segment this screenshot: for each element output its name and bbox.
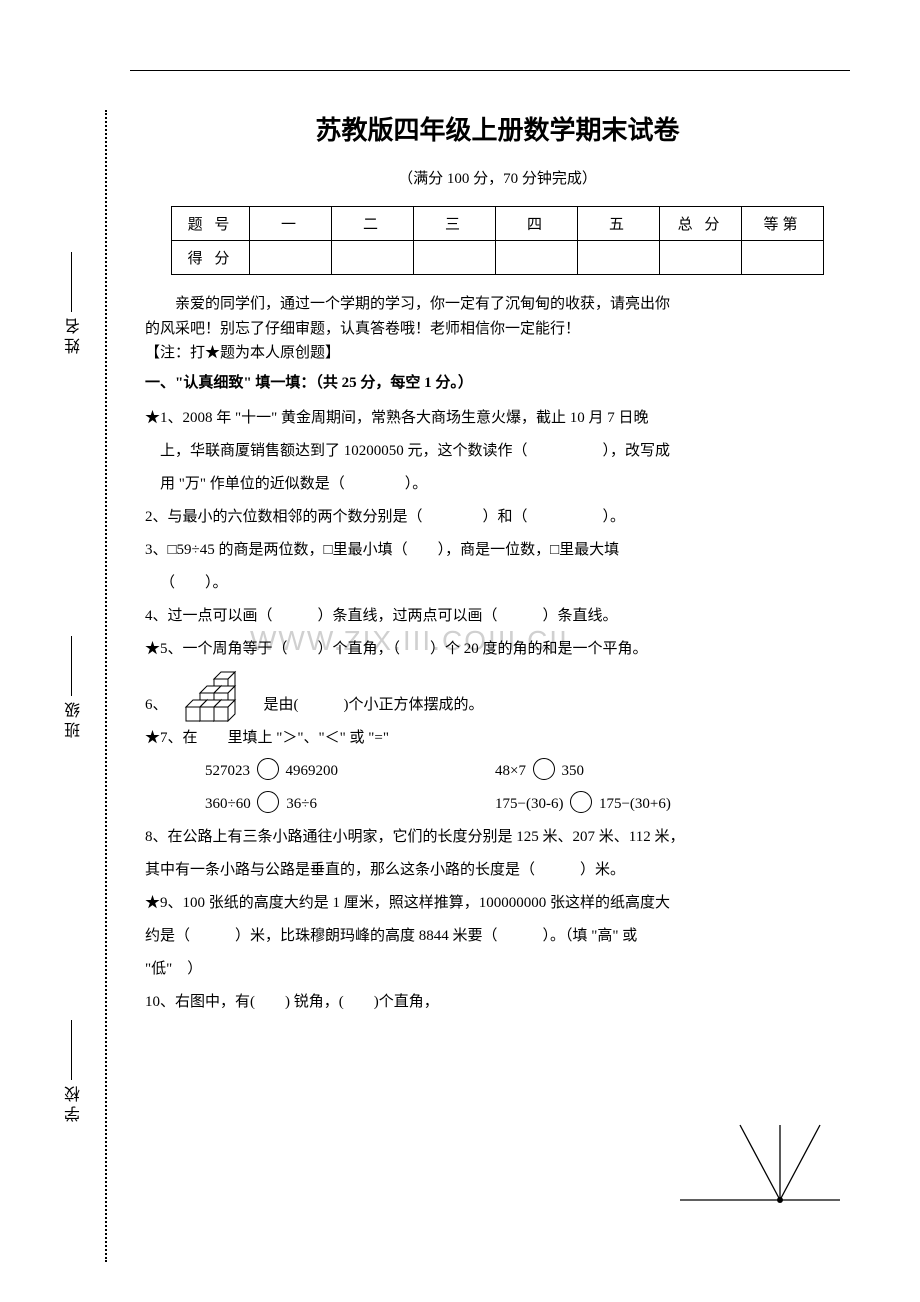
q1-line3: 用 "万" 作单位的近似数是（ ）。 — [145, 468, 850, 501]
q1-line1: ★1、2008 年 "十一" 黄金周期间，常熟各大商场生意火爆，截止 10 月 … — [145, 402, 850, 435]
binding-line — [105, 110, 107, 1262]
q1-line2: 上，华联商厦销售额达到了 10200050 元，这个数读作（ ），改写成 — [145, 435, 850, 468]
page-title: 苏教版四年级上册数学期末试卷 — [145, 110, 850, 147]
angle-figure — [670, 1120, 840, 1215]
subtitle: （满分 100 分，70 分钟完成） — [145, 167, 850, 188]
th-label: 得 分 — [172, 241, 250, 275]
q9-line1: ★9、100 张纸的高度大约是 1 厘米，照这样推算，100000000 张这样… — [145, 887, 850, 920]
table-row: 得 分 — [172, 241, 824, 275]
cubes-figure — [176, 666, 256, 722]
q7-row2: 360÷60 36÷6 175−(30-6) 175−(30+6) — [145, 788, 850, 821]
q7-r2-left: 360÷60 36÷6 — [205, 788, 495, 821]
section1-title: 一、"认真细致" 填一填：（共 25 分，每空 1 分。） — [145, 371, 850, 392]
th: 总 分 — [660, 207, 742, 241]
q7-row1: 527023 4969200 48×7 350 — [145, 755, 850, 788]
th: 一 — [250, 207, 332, 241]
q7-r2-right: 175−(30-6) 175−(30+6) — [495, 788, 671, 821]
q9-line2: 约是（ ）米，比珠穆朗玛峰的高度 8844 米要（ ）。（填 "高" 或 — [145, 920, 850, 953]
vertex-dot — [777, 1197, 783, 1203]
intro-line2: 的风采吧！别忘了仔细审题，认真答卷哦！老师相信你一定能行！ — [145, 318, 850, 341]
side-label-text: 学校 — [66, 1082, 83, 1122]
th: 二 — [332, 207, 414, 241]
q6: 6、 是由( )个小正方体摆成的。 — [145, 666, 850, 722]
td-blank[interactable] — [250, 241, 332, 275]
val: 36÷6 — [286, 796, 317, 812]
th: 四 — [496, 207, 578, 241]
td-blank[interactable] — [578, 241, 660, 275]
th-label: 题 号 — [172, 207, 250, 241]
th: 五 — [578, 207, 660, 241]
side-label-school: 学校 — [63, 1018, 87, 1122]
q10: 10、右图中，有( ) 锐角，( )个直角， — [145, 986, 850, 1019]
q8-line2: 其中有一条小路与公路是垂直的，那么这条小路的长度是（ ）米。 — [145, 854, 850, 887]
td-blank[interactable] — [332, 241, 414, 275]
td-blank[interactable] — [496, 241, 578, 275]
td-blank[interactable] — [742, 241, 824, 275]
val: 350 — [561, 763, 584, 779]
val: 175−(30+6) — [599, 796, 671, 812]
q2: 2、与最小的六位数相邻的两个数分别是（ ）和（ ）。 — [145, 501, 850, 534]
q3-line2: （ ）。 — [145, 567, 850, 600]
side-label-text: 姓名 — [66, 314, 83, 354]
circle-blank[interactable] — [257, 758, 279, 780]
q7-r1-right: 48×7 350 — [495, 755, 584, 788]
val: 527023 — [205, 763, 250, 779]
score-table: 题 号 一 二 三 四 五 总 分 等第 得 分 — [171, 206, 824, 275]
circle-blank[interactable] — [257, 791, 279, 813]
binding-labels: 姓名 班级 学校 — [60, 110, 90, 1262]
q7-text: ★7、在 里填上 "＞"、"＜" 或 "=" — [145, 730, 389, 746]
side-label-name: 姓名 — [63, 250, 87, 354]
th: 等第 — [742, 207, 824, 241]
side-label-class: 班级 — [63, 634, 87, 738]
val: 48×7 — [495, 763, 526, 779]
th: 三 — [414, 207, 496, 241]
q5: ★5、一个周角等于（ ）个直角，（ ）个 20 度的角的和是一个平角。 — [145, 633, 850, 666]
circle-blank[interactable] — [533, 758, 555, 780]
q3-line1: 3、□59÷45 的商是两位数，□里最小填（ ），商是一位数，□里最大填 — [145, 534, 850, 567]
q9-line3: "低" ） — [145, 953, 850, 986]
val: 175−(30-6) — [495, 796, 563, 812]
side-label-text: 班级 — [66, 698, 83, 738]
intro-note: 【注：打★题为本人原创题】 — [145, 342, 850, 365]
q7-r1-left: 527023 4969200 — [205, 755, 495, 788]
q6-prefix: 6、 — [145, 689, 168, 722]
q7-title: ★7、在 里填上 "＞"、"＜" 或 "=" — [145, 722, 850, 755]
page-content: 苏教版四年级上册数学期末试卷 （满分 100 分，70 分钟完成） 题 号 一 … — [145, 110, 850, 1019]
table-row: 题 号 一 二 三 四 五 总 分 等第 — [172, 207, 824, 241]
val: 4969200 — [286, 763, 339, 779]
td-blank[interactable] — [660, 241, 742, 275]
circle-blank[interactable] — [570, 791, 592, 813]
td-blank[interactable] — [414, 241, 496, 275]
intro-line1: 亲爱的同学们，通过一个学期的学习，你一定有了沉甸甸的收获，请亮出你 — [145, 293, 850, 316]
q4: 4、过一点可以画（ ）条直线，过两点可以画（ ）条直线。 — [145, 600, 850, 633]
val: 360÷60 — [205, 796, 251, 812]
top-rule — [130, 70, 850, 71]
q6-suffix: 是由( )个小正方体摆成的。 — [264, 689, 484, 722]
q8-line1: 8、在公路上有三条小路通往小明家，它们的长度分别是 125 米、207 米、11… — [145, 821, 850, 854]
